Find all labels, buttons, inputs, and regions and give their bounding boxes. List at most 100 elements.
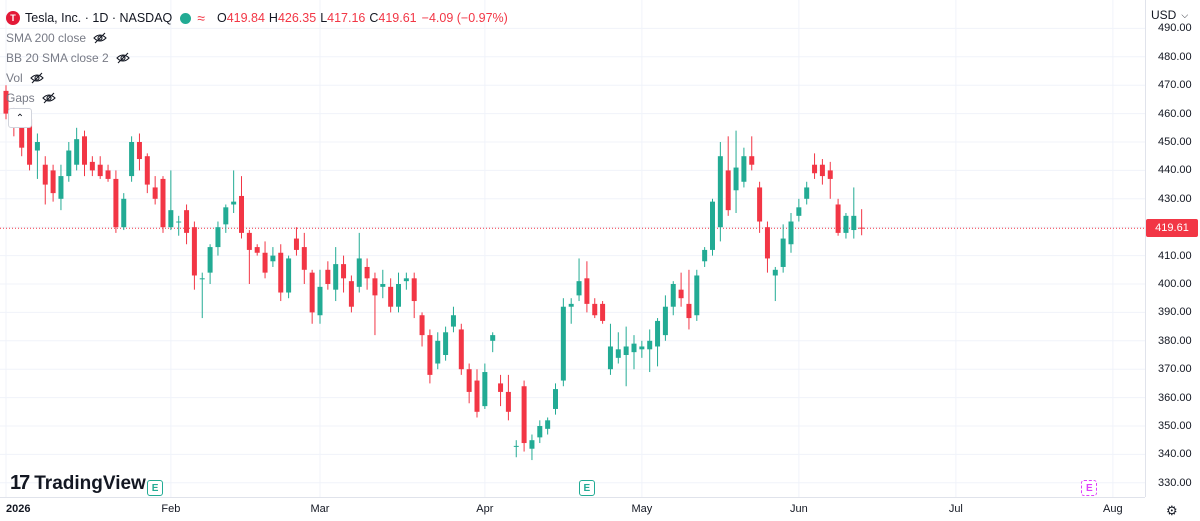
hidden-eye-icon[interactable] — [115, 52, 130, 64]
candle[interactable] — [427, 329, 433, 384]
candle[interactable] — [317, 269, 323, 324]
candle[interactable] — [741, 147, 747, 188]
tradingview-logo[interactable]: 17 TradingView — [10, 472, 146, 495]
candle[interactable] — [82, 130, 87, 177]
candle[interactable] — [623, 326, 629, 387]
currency-selector[interactable]: USD ⌵ — [1151, 8, 1188, 22]
candle[interactable] — [191, 221, 197, 290]
time-axis[interactable]: 2026 Feb Mar Apr May Jun Jul Aug — [0, 497, 1145, 521]
candle[interactable] — [293, 227, 299, 256]
candle[interactable] — [270, 247, 276, 267]
chart-plot-area[interactable] — [0, 0, 1145, 497]
candle[interactable] — [380, 269, 386, 299]
candle[interactable] — [129, 136, 135, 182]
candle[interactable] — [694, 269, 700, 321]
candle[interactable] — [3, 85, 9, 120]
candle[interactable] — [757, 181, 763, 233]
candle[interactable] — [450, 306, 456, 333]
candle[interactable] — [804, 181, 810, 205]
candle[interactable] — [490, 332, 496, 353]
candle[interactable] — [403, 272, 409, 290]
candle[interactable] — [74, 127, 80, 171]
candle[interactable] — [168, 170, 174, 231]
candle[interactable] — [58, 164, 64, 211]
candle[interactable] — [34, 133, 40, 179]
candle[interactable] — [341, 255, 347, 293]
candle[interactable] — [113, 170, 119, 233]
candle[interactable] — [325, 261, 331, 290]
earnings-icon[interactable]: E — [578, 480, 595, 496]
candle[interactable] — [278, 244, 284, 302]
candle[interactable] — [835, 198, 841, 236]
candle[interactable] — [584, 261, 590, 313]
candle[interactable] — [66, 142, 72, 182]
candle[interactable] — [121, 193, 127, 231]
candle[interactable] — [639, 340, 645, 358]
candle[interactable] — [764, 221, 770, 273]
candle[interactable] — [631, 335, 637, 370]
candle[interactable] — [458, 323, 464, 375]
candle[interactable] — [482, 363, 488, 409]
candle[interactable] — [670, 281, 676, 316]
hidden-eye-icon[interactable] — [29, 72, 44, 84]
candle[interactable] — [686, 269, 692, 330]
candle[interactable] — [796, 198, 802, 222]
earnings-icon[interactable]: E — [147, 480, 164, 496]
candle[interactable] — [717, 142, 723, 242]
candle[interactable] — [647, 329, 653, 373]
candle[interactable] — [372, 272, 378, 336]
candle[interactable] — [348, 275, 354, 313]
candle[interactable] — [435, 332, 441, 370]
candle[interactable] — [702, 247, 708, 267]
candle[interactable] — [333, 247, 339, 302]
candle[interactable] — [513, 440, 519, 458]
candle[interactable] — [301, 232, 307, 284]
candle[interactable] — [254, 244, 260, 256]
candle[interactable] — [443, 326, 449, 361]
candle[interactable] — [780, 224, 786, 273]
candle[interactable] — [505, 374, 511, 421]
candle[interactable] — [160, 176, 166, 233]
candle[interactable] — [184, 204, 190, 245]
candle[interactable] — [710, 198, 715, 256]
candle[interactable] — [521, 380, 527, 452]
candle[interactable] — [545, 417, 551, 435]
candle[interactable] — [388, 278, 394, 313]
candle[interactable] — [199, 272, 205, 319]
candle[interactable] — [50, 164, 56, 202]
indicator-vol[interactable]: Vol — [6, 68, 508, 88]
candle[interactable] — [725, 136, 731, 216]
candle[interactable] — [97, 156, 103, 179]
candle[interactable] — [262, 241, 268, 279]
candle[interactable] — [600, 301, 606, 324]
candle[interactable] — [309, 269, 315, 324]
candle[interactable] — [152, 176, 158, 205]
candle[interactable] — [772, 266, 778, 302]
candlestick-chart[interactable] — [0, 0, 1145, 497]
candle[interactable] — [231, 170, 237, 213]
candle[interactable] — [239, 176, 244, 239]
indicator-bb[interactable]: BB 20 SMA close 2 — [6, 48, 508, 68]
data-wave-icon[interactable]: ≈ — [197, 10, 205, 26]
gear-icon[interactable]: ⚙ — [1166, 503, 1178, 518]
candle[interactable] — [662, 295, 668, 341]
candle[interactable] — [859, 209, 865, 236]
candle[interactable] — [364, 258, 370, 290]
price-axis[interactable]: 330.00 340.00 350.00 360.00 370.00 380.00 390.… — [1145, 0, 1200, 497]
market-status-icon[interactable] — [180, 12, 192, 24]
hidden-eye-icon[interactable] — [41, 92, 56, 104]
upcoming-earnings-icon[interactable]: E — [1081, 480, 1098, 496]
candle[interactable] — [749, 136, 755, 171]
candle[interactable] — [812, 153, 818, 179]
collapse-legend-button[interactable]: ⌃ — [8, 108, 32, 128]
candle[interactable] — [356, 232, 362, 293]
symbol-title[interactable]: Tesla, Inc. · 1D · NASDAQ — [25, 11, 173, 25]
candle[interactable] — [207, 244, 213, 284]
candle[interactable] — [788, 213, 794, 253]
candle[interactable] — [246, 230, 252, 284]
candle[interactable] — [498, 374, 504, 407]
candle[interactable] — [560, 298, 566, 387]
candle[interactable] — [136, 133, 142, 171]
candle[interactable] — [851, 187, 857, 239]
